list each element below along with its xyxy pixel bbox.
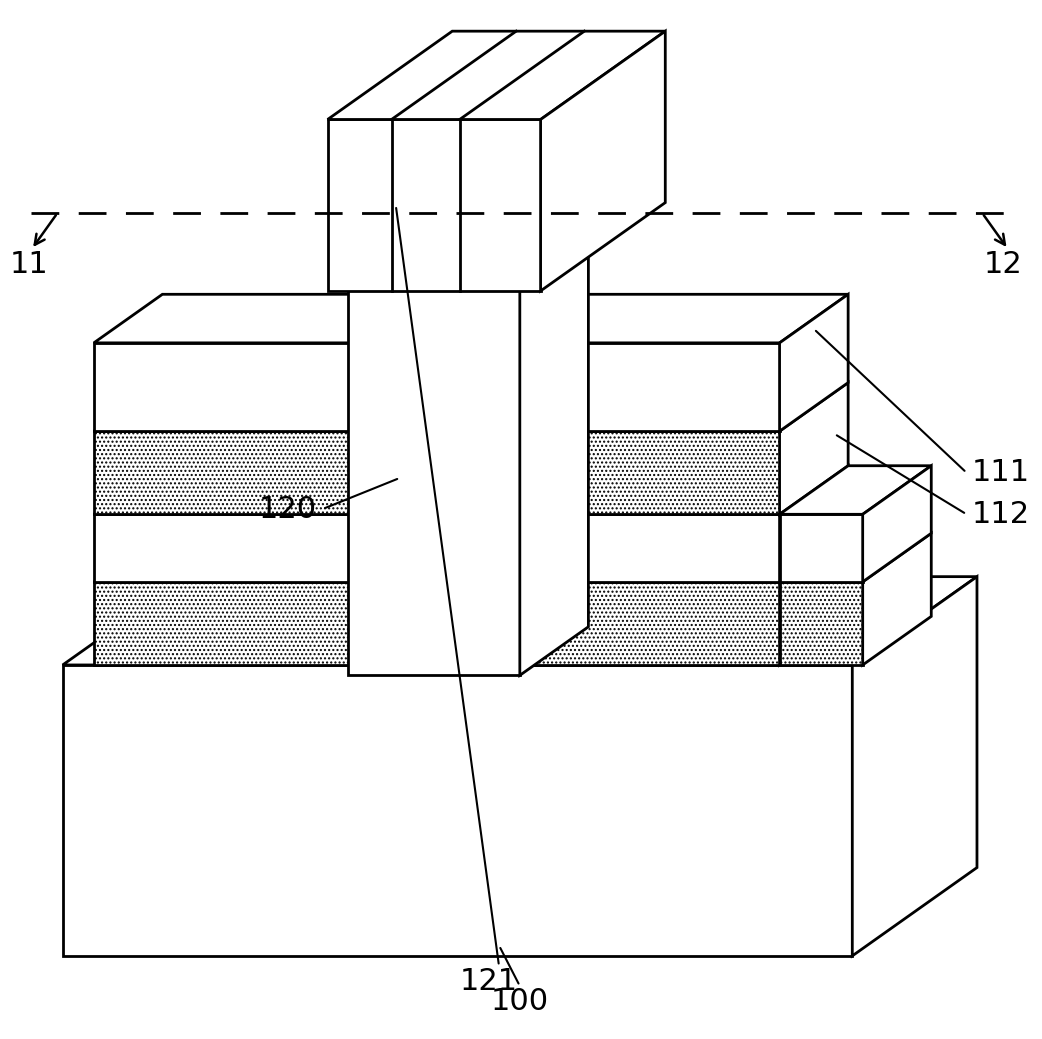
- Polygon shape: [94, 533, 422, 582]
- Text: 11: 11: [10, 250, 49, 279]
- Polygon shape: [779, 582, 863, 665]
- Polygon shape: [852, 577, 977, 956]
- Polygon shape: [779, 382, 848, 514]
- Polygon shape: [779, 514, 863, 582]
- Polygon shape: [520, 533, 848, 582]
- Polygon shape: [520, 465, 848, 514]
- Polygon shape: [63, 665, 852, 956]
- Text: 111: 111: [972, 458, 1029, 487]
- Polygon shape: [94, 343, 353, 431]
- Polygon shape: [520, 431, 779, 514]
- Text: 112: 112: [972, 500, 1029, 529]
- Polygon shape: [779, 465, 848, 582]
- Polygon shape: [327, 119, 541, 291]
- Text: 100: 100: [491, 987, 549, 1016]
- Text: 120: 120: [259, 495, 317, 524]
- Polygon shape: [520, 382, 848, 431]
- Polygon shape: [520, 294, 848, 343]
- Polygon shape: [520, 232, 589, 675]
- Text: 12: 12: [984, 250, 1022, 279]
- Polygon shape: [863, 533, 932, 665]
- Polygon shape: [94, 431, 353, 514]
- Polygon shape: [348, 281, 520, 675]
- Polygon shape: [94, 465, 422, 514]
- Polygon shape: [779, 465, 932, 514]
- Polygon shape: [520, 582, 779, 665]
- Polygon shape: [353, 533, 422, 665]
- Polygon shape: [94, 294, 422, 343]
- Polygon shape: [94, 582, 353, 665]
- Polygon shape: [94, 514, 353, 582]
- Polygon shape: [863, 465, 932, 582]
- Polygon shape: [327, 31, 665, 119]
- Polygon shape: [353, 465, 422, 582]
- Polygon shape: [779, 294, 848, 431]
- Polygon shape: [779, 533, 932, 582]
- Polygon shape: [63, 577, 977, 665]
- Polygon shape: [520, 343, 779, 431]
- Polygon shape: [353, 294, 422, 431]
- Polygon shape: [94, 382, 422, 431]
- Polygon shape: [779, 533, 848, 665]
- Text: 121: 121: [460, 967, 518, 996]
- Polygon shape: [520, 514, 779, 582]
- Polygon shape: [348, 232, 589, 281]
- Polygon shape: [353, 382, 422, 514]
- Polygon shape: [541, 31, 665, 291]
